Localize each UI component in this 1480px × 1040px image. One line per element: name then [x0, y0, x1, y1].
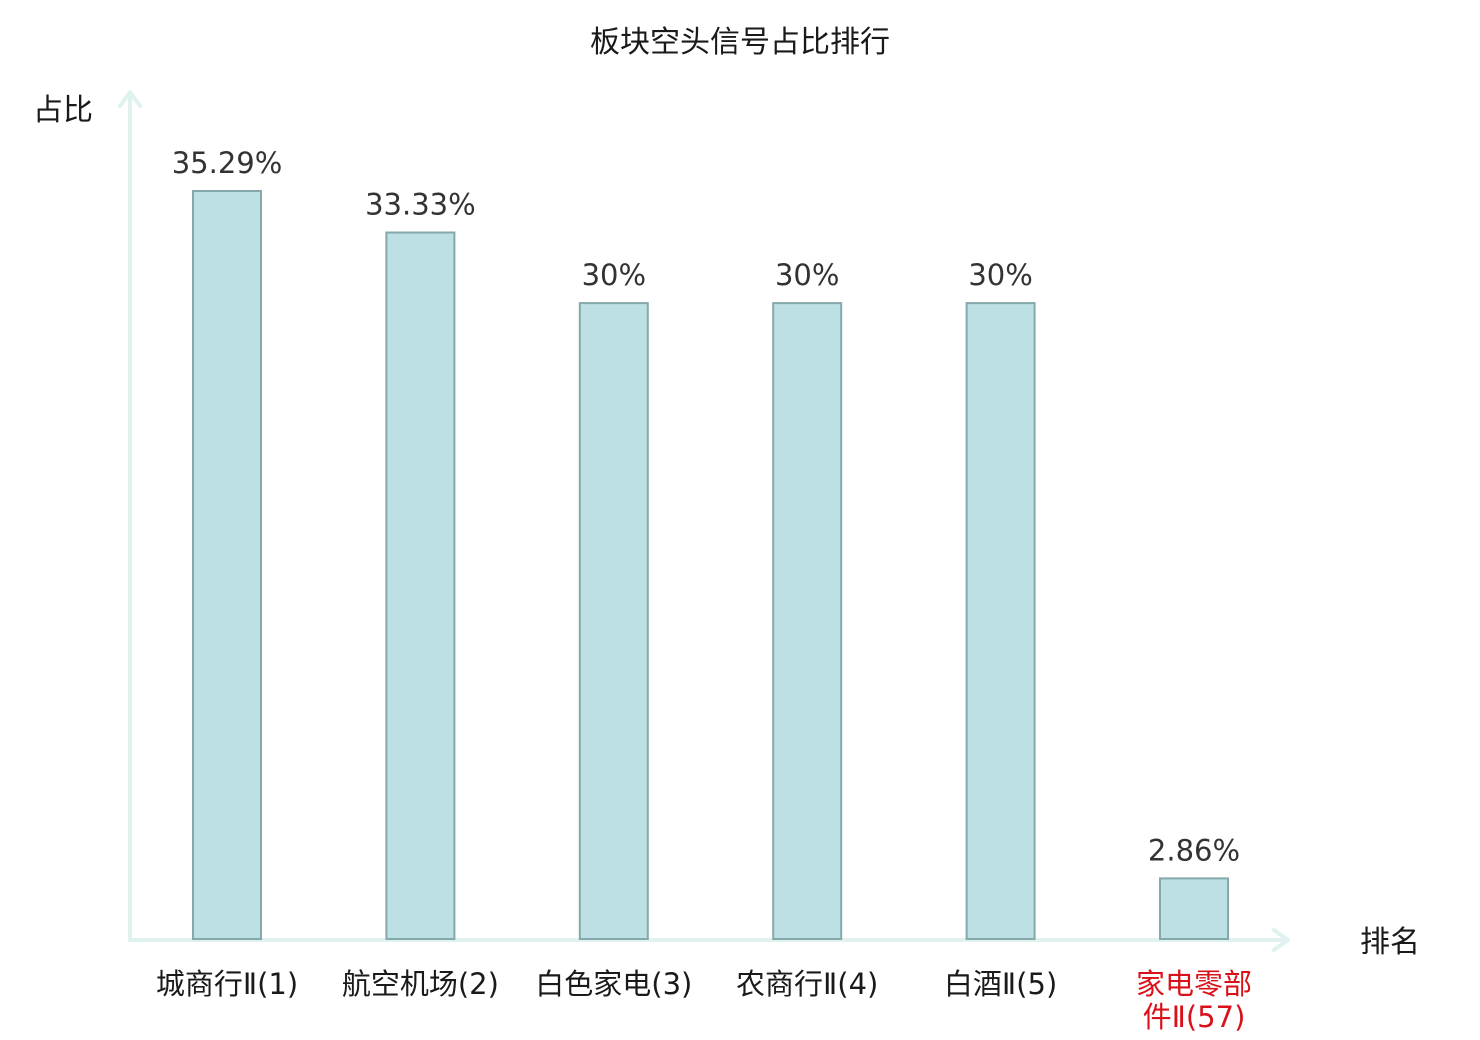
value-label: 30% [775, 258, 839, 292]
value-label: 35.29% [172, 146, 283, 180]
x-axis-arrow-icon [1272, 928, 1290, 952]
bar [1159, 877, 1229, 941]
bar [578, 302, 649, 941]
y-axis-label: 占比 [33, 93, 93, 128]
x-tick-label: 家电零部 [1136, 967, 1252, 1001]
x-tick-label: 农商行Ⅱ(4) [736, 967, 878, 1001]
value-label: 30% [582, 258, 646, 292]
x-tick-label: 白酒Ⅱ(5) [944, 967, 1057, 1001]
bar [965, 302, 1036, 941]
x-tick-label: 城商行Ⅱ(1) [156, 967, 298, 1001]
value-label: 2.86% [1148, 833, 1240, 867]
x-tick-label: 件Ⅱ(57) [1143, 1000, 1246, 1034]
y-axis-arrow-icon [118, 90, 142, 108]
bar [772, 302, 843, 941]
value-label: 33.33% [365, 188, 476, 222]
bars [192, 190, 1229, 941]
bar [385, 231, 456, 940]
x-tick-labels: 城商行Ⅱ(1) 航空机场(2) 白色家电(3) 农商行Ⅱ(4) 白酒Ⅱ(5) 家电零部件Ⅱ… [156, 967, 1252, 1034]
axes [118, 90, 1290, 952]
x-tick-label: 白色家电(3) [535, 967, 692, 1001]
x-axis-label: 排名 [1360, 925, 1420, 960]
chart-title: 板块空头信号占比排行 [590, 25, 890, 60]
value-labels: 35.29% 33.33% 30% 30% 30% 2.86% [172, 146, 1240, 867]
value-label: 30% [968, 258, 1032, 292]
x-tick-label: 航空机场(2) [342, 967, 499, 1001]
bar [192, 190, 262, 940]
